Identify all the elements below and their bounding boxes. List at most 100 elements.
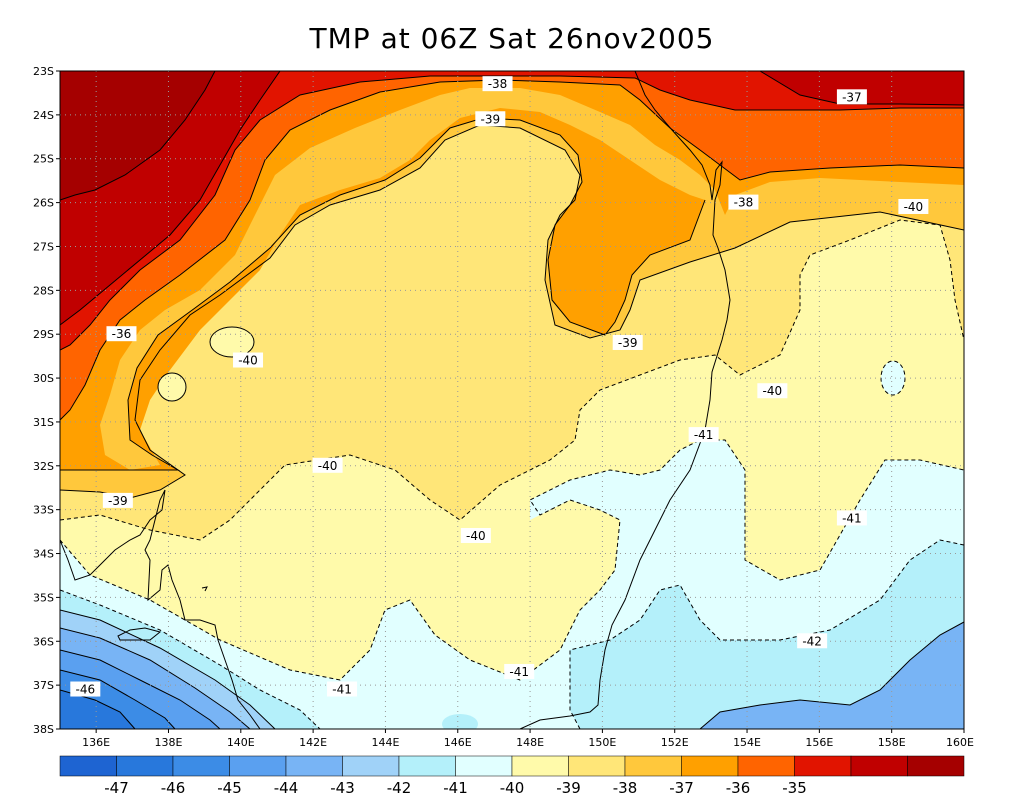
colorbar-label: -45 [217, 779, 242, 797]
lat-tick-label: 37S [33, 679, 54, 692]
colorbar-label: -42 [387, 779, 412, 797]
colorbar-label: -36 [726, 779, 751, 797]
lat-tick-label: 32S [33, 460, 54, 473]
lat-tick-label: 29S [33, 328, 54, 341]
lon-tick-label: 138E [155, 736, 183, 749]
colorbar-swatch [850, 755, 908, 777]
colorbar-label: -46 [161, 779, 186, 797]
lon-tick-label: 142E [299, 736, 327, 749]
contour-label: -39 [480, 112, 500, 126]
lon-tick-label: 144E [371, 736, 399, 749]
colorbar-swatch [116, 755, 174, 777]
contour-label: -40 [318, 459, 338, 473]
contour-label: -40 [238, 354, 258, 368]
contour-label-bg [327, 681, 358, 697]
lon-tick-label: 154E [733, 736, 761, 749]
colorbar-label: -47 [104, 779, 129, 797]
contour-label-bg [102, 492, 133, 508]
colorbar-label: -40 [500, 779, 525, 797]
lat-tick-label: 28S [33, 284, 54, 297]
contour-label: -41 [332, 683, 352, 697]
lat-tick-label: 36S [33, 635, 54, 648]
map-title: TMP at 06Z Sat 26nov2005 [309, 22, 715, 55]
contour-label-bg [460, 527, 491, 543]
contour-label-bg [312, 457, 343, 473]
contour-label-bg [612, 334, 643, 350]
colorbar-swatch [794, 755, 852, 777]
lon-tick-label: 148E [516, 736, 544, 749]
lon-tick-label: 140E [227, 736, 255, 749]
colorbar-swatch [59, 755, 117, 777]
contour-label: -37 [842, 90, 862, 104]
lat-tick-label: 31S [33, 416, 54, 429]
lon-tick-label: 146E [444, 736, 472, 749]
band-minus36-ne [760, 71, 964, 105]
colorbar-label: -44 [274, 779, 299, 797]
colorbar-swatch [568, 755, 626, 777]
lon-tick-label: 136E [82, 736, 110, 749]
contour-label: -46 [76, 683, 96, 697]
lon-tick-label: 150E [588, 736, 616, 749]
colorbar-swatch [455, 755, 513, 777]
plot-frame [59, 70, 965, 730]
lat-tick-label: 25S [33, 153, 54, 166]
contour-lines [60, 71, 964, 729]
contour-label: -38 [488, 77, 508, 91]
contour-label-bg [836, 89, 867, 105]
lat-tick-label: 35S [33, 591, 54, 604]
contour-label-bg [728, 194, 759, 210]
colorbar-swatch [398, 755, 456, 777]
band-minus35 [60, 71, 215, 200]
contour-label-bg [757, 383, 788, 399]
colorbar-label: -41 [443, 779, 468, 797]
coastline [60, 71, 731, 729]
colorbar-label: -43 [330, 779, 355, 797]
lat-tick-label: 24S [33, 109, 54, 122]
colorbar-swatch [737, 755, 795, 777]
contour-labels: -38 -37 -39 -38 -40 -36 -39 -40 -40 -41 -40 -39 -41 -… [70, 76, 929, 697]
contour-label: -39 [108, 494, 128, 508]
lon-tick-label: 156E [805, 736, 833, 749]
colorbar-label: -38 [613, 779, 638, 797]
lat-tick-label: 27S [33, 240, 54, 253]
lat-tick-label: 38S [33, 723, 54, 736]
contour-label: -36 [112, 327, 132, 341]
lat-tick-label: 30S [33, 372, 54, 385]
colorbar-swatch [511, 755, 569, 777]
band-minus37-minus36 [60, 71, 964, 420]
contour-label-bg [898, 198, 929, 214]
graticule [60, 71, 964, 729]
lon-tick-label: 158E [878, 736, 906, 749]
contour-label: -41 [842, 511, 862, 525]
contour-label: -39 [618, 336, 638, 350]
contour-label-bg [482, 76, 513, 92]
contour-label-bg [836, 510, 867, 526]
lon-tick-label: 152E [661, 736, 689, 749]
axis-ticks: 136E 138E 140E 142E 144E 146E 148E 150E 152E 154E… [33, 65, 974, 749]
colorbar-swatch [229, 755, 287, 777]
contour-label-bg [504, 663, 535, 679]
lon-tick-label: 160E [946, 736, 974, 749]
colorbar-label: -39 [556, 779, 581, 797]
lat-tick-label: 23S [33, 65, 54, 78]
colorbar: -47 -46 -45 -44 -43 -42 -41 -40 -39 -38 -37 -36 -35 [59, 755, 965, 797]
contour-label-bg [797, 633, 828, 649]
contour-label-bg [475, 111, 506, 127]
lat-tick-label: 26S [33, 197, 54, 210]
colorbar-swatch [342, 755, 400, 777]
lat-tick-label: 34S [33, 548, 54, 561]
contour-label-bg [70, 681, 101, 697]
band-minus47 [60, 690, 135, 729]
contour-label: -41 [509, 665, 529, 679]
lat-tick-label: 33S [33, 504, 54, 517]
contour-label: -40 [904, 200, 924, 214]
contour-label: -38 [734, 196, 754, 210]
band-minus36-top [60, 71, 280, 325]
contour-label: -42 [802, 634, 822, 648]
contour-label-bg [106, 326, 137, 342]
colorbar-label: -37 [669, 779, 694, 797]
filled-contours [60, 71, 964, 729]
contour-label-bg [688, 427, 719, 443]
contour-label-bg [233, 352, 264, 368]
colorbar-label: -35 [782, 779, 807, 797]
